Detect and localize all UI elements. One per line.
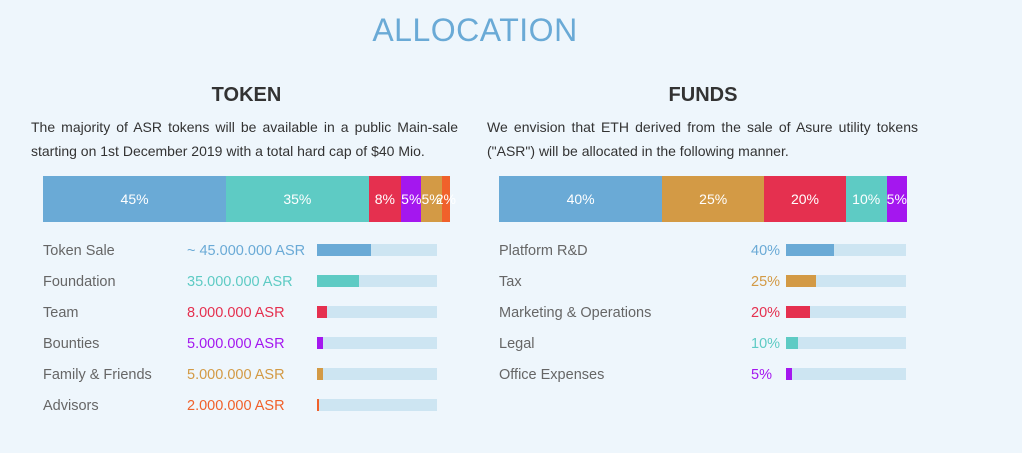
description: The majority of ASR tokens will be avail… (31, 119, 458, 159)
legend-row: Advisors 2.000.000 ASR (43, 395, 437, 417)
segment-label: 45% (120, 191, 149, 207)
progress-bar (317, 275, 359, 287)
progress-bar (317, 306, 327, 318)
stacked-bar: 45% 35% 8% 5% 5% 2% (43, 176, 456, 222)
row-label: Office Expenses (499, 367, 605, 383)
progress-bar (786, 244, 834, 256)
row-percent: 5% (751, 367, 772, 383)
row-label: Family & Friends (43, 367, 152, 383)
progress-track (317, 244, 437, 256)
legend-row: Team 8.000.000 ASR (43, 302, 437, 324)
bar-segment: 25% (662, 176, 765, 222)
progress-track (317, 275, 437, 287)
chart-title: FUNDS (668, 84, 738, 106)
bar-segment: 45% (43, 176, 227, 222)
stacked-bar: 40% 25% 20% 10% 5% (499, 176, 907, 222)
progress-track (786, 368, 906, 380)
legend-row: Foundation 35.000.000 ASR (43, 271, 437, 293)
row-label: Foundation (43, 274, 116, 290)
legend-row: Token Sale ~ 45.000.000 ASR (43, 240, 437, 262)
progress-bar (317, 244, 371, 256)
legend-row: Office Expenses 5% (499, 364, 906, 386)
row-label: Bounties (43, 336, 100, 352)
legend-row: Legal 10% (499, 333, 906, 355)
progress-track (786, 275, 906, 287)
legend-row: Platform R&D 40% (499, 240, 906, 262)
legend-row: Bounties 5.000.000 ASR (43, 333, 437, 355)
bar-segment: 8% (368, 176, 402, 222)
bar-segment: 5% (421, 176, 442, 222)
bar-segment: 35% (226, 176, 369, 222)
progress-bar (317, 337, 323, 349)
row-amount: 5.000.000 ASR (187, 367, 285, 383)
progress-track (786, 244, 906, 256)
progress-bar (317, 368, 323, 380)
row-label: Tax (499, 274, 522, 290)
legend-row: Family & Friends 5.000.000 ASR (43, 364, 437, 386)
bar-segment: 5% (401, 176, 422, 222)
segment-label: 2% (435, 191, 456, 207)
chart-title: TOKEN (211, 84, 282, 106)
progress-bar (786, 275, 816, 287)
progress-bar (317, 399, 320, 411)
segment-label: 25% (699, 191, 728, 207)
row-amount: 35.000.000 ASR (187, 274, 293, 290)
legend-rows: Token Sale ~ 45.000.000 ASR Foundation 35.0… (43, 240, 437, 426)
progress-track (786, 337, 906, 349)
row-label: Advisors (43, 398, 99, 414)
segment-label: 5% (421, 191, 442, 207)
segment-label: 35% (283, 191, 312, 207)
row-amount: 5.000.000 ASR (187, 336, 285, 352)
segment-label: 5% (886, 191, 907, 207)
segment-label: 5% (401, 191, 422, 207)
progress-track (786, 306, 906, 318)
row-label: Token Sale (43, 243, 115, 259)
legend-row: Tax 25% (499, 271, 906, 293)
row-percent: 20% (751, 305, 781, 321)
row-amount: 2.000.000 ASR (187, 398, 285, 414)
row-percent: 10% (751, 336, 781, 352)
progress-bar (786, 337, 798, 349)
row-percent: 25% (751, 274, 781, 290)
row-percent: 40% (751, 243, 781, 259)
row-amount: 8.000.000 ASR (187, 305, 285, 321)
row-label: Team (43, 305, 79, 321)
progress-track (317, 399, 437, 411)
progress-bar (786, 306, 810, 318)
segment-label: 20% (790, 191, 819, 207)
row-label: Legal (499, 336, 535, 352)
bar-segment: 40% (499, 176, 663, 222)
row-label: Platform R&D (499, 243, 588, 259)
segment-label: 8% (374, 191, 395, 207)
segment-label: 40% (566, 191, 595, 207)
bar-segment: 20% (764, 176, 846, 222)
bar-segment: 2% (436, 176, 456, 222)
progress-track (317, 337, 437, 349)
progress-track (317, 306, 437, 318)
row-label: Marketing & Operations (499, 305, 652, 321)
bar-segment: 10% (845, 176, 887, 222)
description: We envision that ETH derived from the sa… (487, 119, 918, 159)
progress-bar (786, 368, 792, 380)
row-amount: ~ 45.000.000 ASR (187, 243, 306, 259)
legend-rows: Platform R&D 40% Tax 25% Marketing & Operati… (499, 240, 906, 395)
progress-track (317, 368, 437, 380)
bar-segment: 5% (886, 176, 907, 222)
page-title: ALLOCATION (372, 12, 578, 48)
segment-label: 10% (852, 191, 881, 207)
legend-row: Marketing & Operations 20% (499, 302, 906, 324)
